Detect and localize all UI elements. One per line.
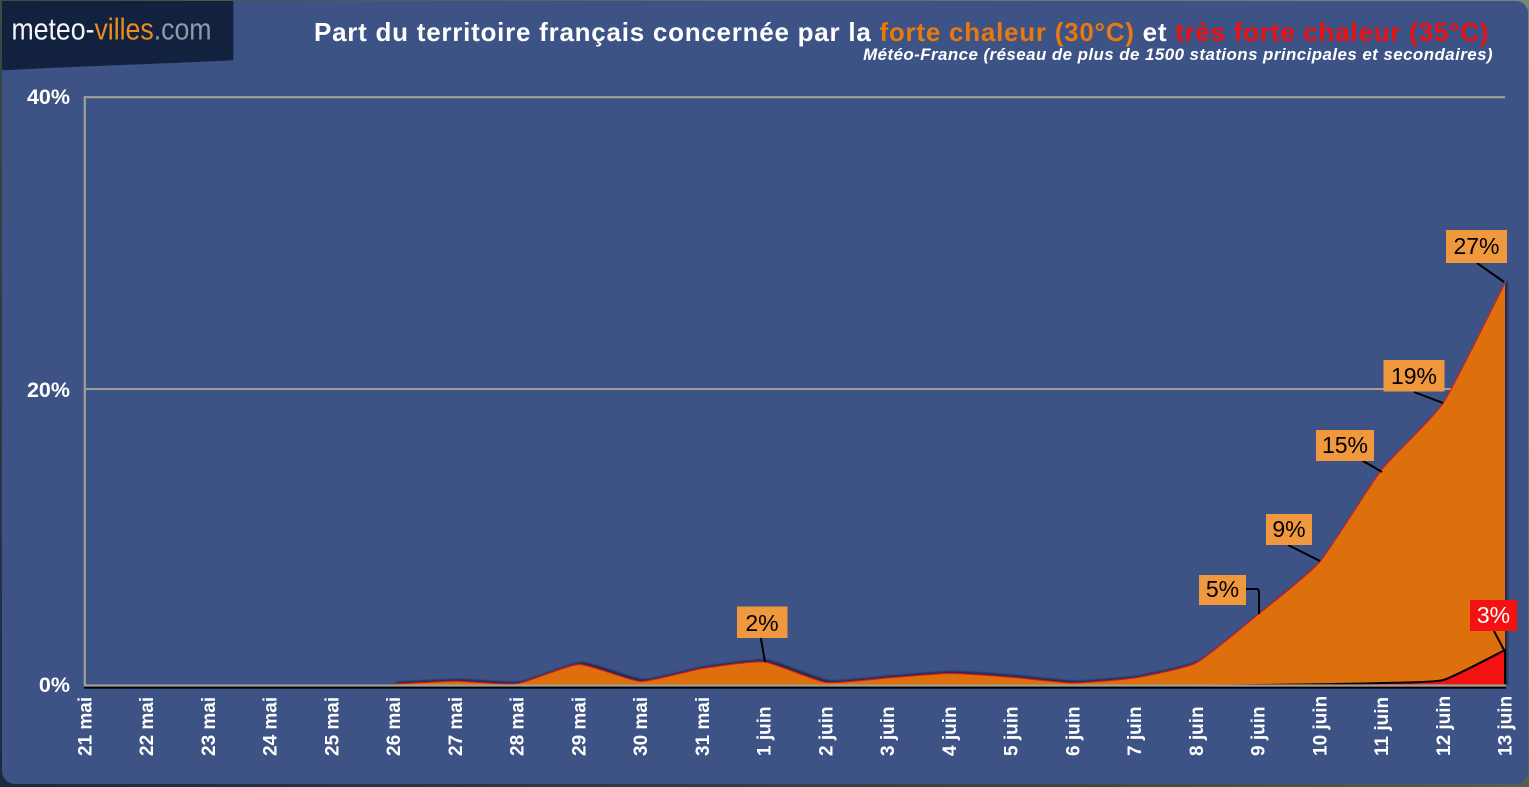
svg-text:7 juin: 7 juin (1125, 706, 1146, 756)
svg-text:30 mai: 30 mai (631, 697, 652, 756)
svg-text:3 juin: 3 juin (878, 706, 899, 756)
svg-text:9 juin: 9 juin (1249, 706, 1270, 756)
svg-text:20%: 20% (27, 378, 70, 402)
svg-text:0%: 0% (39, 673, 70, 697)
svg-text:27%: 27% (1453, 233, 1499, 259)
svg-text:2 juin: 2 juin (816, 706, 837, 756)
svg-text:19%: 19% (1391, 363, 1437, 389)
svg-text:9%: 9% (1272, 516, 1305, 542)
svg-text:5 juin: 5 juin (1002, 706, 1023, 756)
svg-text:8 juin: 8 juin (1187, 706, 1208, 756)
svg-text:40%: 40% (27, 85, 70, 109)
svg-text:13 juin: 13 juin (1496, 696, 1517, 756)
svg-text:3%: 3% (1477, 602, 1510, 628)
svg-text:22 mai: 22 mai (137, 697, 158, 756)
svg-text:28 mai: 28 mai (508, 697, 529, 756)
svg-text:12 juin: 12 juin (1434, 696, 1455, 756)
svg-text:27 mai: 27 mai (446, 697, 467, 756)
svg-text:21 mai: 21 mai (76, 697, 97, 756)
svg-text:26 mai: 26 mai (384, 697, 405, 756)
svg-text:6 juin: 6 juin (1063, 706, 1084, 756)
svg-text:23 mai: 23 mai (199, 697, 220, 756)
svg-text:5%: 5% (1206, 576, 1239, 602)
svg-text:meteo-villes.com: meteo-villes.com (12, 13, 212, 47)
svg-text:15%: 15% (1322, 432, 1368, 458)
svg-text:31 mai: 31 mai (693, 697, 714, 756)
svg-text:25 mai: 25 mai (323, 697, 344, 756)
svg-text:10 juin: 10 juin (1310, 696, 1331, 756)
svg-text:1 juin: 1 juin (755, 706, 776, 756)
svg-text:4 juin: 4 juin (940, 706, 961, 756)
svg-text:2%: 2% (745, 610, 778, 636)
svg-text:11 juin: 11 juin (1372, 697, 1393, 756)
svg-text:24 mai: 24 mai (261, 697, 282, 756)
svg-text:29 mai: 29 mai (569, 697, 590, 756)
